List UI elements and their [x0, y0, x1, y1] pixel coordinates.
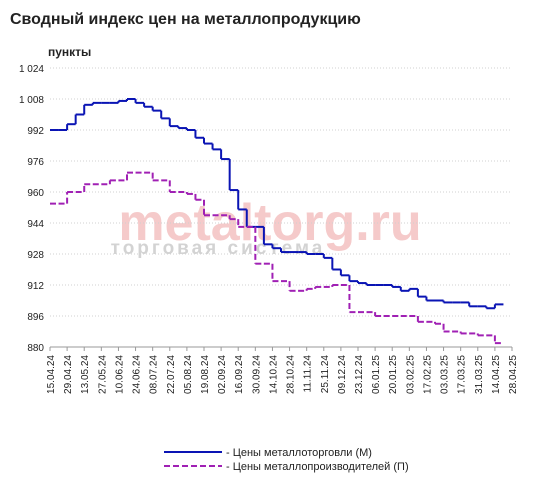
x-tick-label: 17.03.25	[457, 355, 468, 394]
x-tick-label: 28.04.25	[508, 355, 519, 394]
x-tick-label: 11.11.24	[303, 355, 314, 393]
x-tick-label: 28.10.24	[286, 355, 297, 394]
y-tick-label: 912	[27, 281, 44, 292]
x-tick-label: 16.09.24	[234, 355, 245, 394]
x-tick-label: 14.10.24	[268, 355, 279, 394]
x-tick-label: 24.06.24	[132, 355, 143, 394]
x-tick-label: 08.07.24	[149, 355, 160, 394]
chart-title: Сводный индекс цен на металлопродукцию	[10, 11, 361, 28]
y-tick-label: 1 008	[19, 95, 44, 106]
y-tick-label: 880	[27, 343, 44, 354]
x-tick-label: 31.03.25	[474, 355, 485, 394]
x-tick-label: 03.03.25	[440, 355, 451, 394]
x-tick-label: 14.04.25	[491, 355, 502, 394]
y-tick-label: 1 024	[19, 64, 44, 75]
x-tick-label: 29.04.24	[63, 355, 74, 394]
x-tick-label: 20.01.25	[388, 355, 399, 394]
x-tick-label: 02.09.24	[217, 355, 228, 394]
x-tick-label: 05.08.24	[183, 355, 194, 394]
legend-label: - Цены металлоторговли (М)	[226, 447, 372, 459]
y-tick-label: 944	[27, 219, 44, 230]
y-tick-label: 976	[27, 157, 44, 168]
x-tick-label: 15.04.24	[46, 355, 57, 394]
y-axis-label: пункты	[48, 45, 91, 59]
x-tick-label: 27.05.24	[97, 355, 108, 394]
x-tick-label: 19.08.24	[200, 355, 211, 394]
x-tick-label: 06.01.25	[371, 355, 382, 394]
x-tick-label: 23.12.24	[354, 355, 365, 394]
x-tick-label: 03.02.25	[405, 355, 416, 394]
y-tick-label: 896	[27, 312, 44, 323]
x-tick-label: 10.06.24	[114, 355, 125, 394]
x-tick-label: 30.09.24	[251, 355, 262, 394]
x-tick-label: 09.12.24	[337, 355, 348, 394]
y-tick-label: 960	[27, 188, 44, 199]
x-tick-label: 17.02.25	[422, 355, 433, 394]
watermark-tagline: торговая система	[111, 238, 326, 259]
y-tick-label: 992	[27, 126, 44, 137]
legend-label: - Цены металлопроизводителей (П)	[226, 461, 409, 473]
x-tick-label: 22.07.24	[166, 355, 177, 394]
x-tick-label: 25.11.24	[320, 355, 331, 394]
y-tick-label: 928	[27, 250, 44, 261]
x-tick-label: 13.05.24	[80, 355, 91, 394]
